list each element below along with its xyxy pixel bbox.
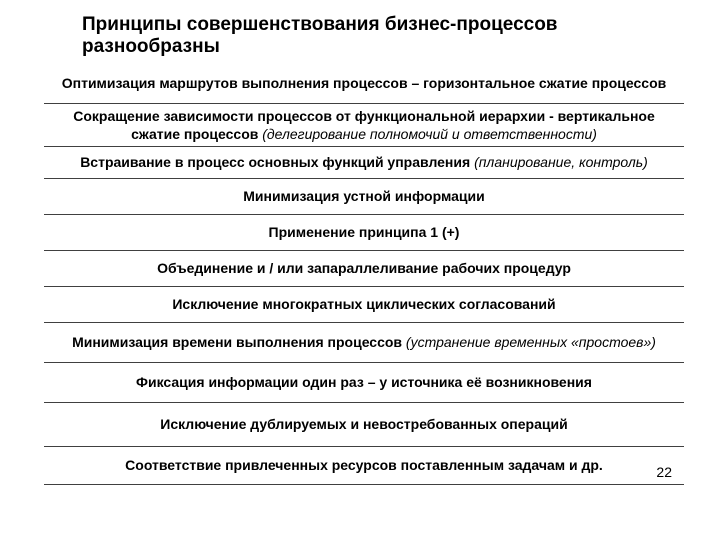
- item-text: Фиксация информации один раз – у источни…: [136, 374, 592, 390]
- list-item: Соответствие привлеченных ресурсов поста…: [44, 447, 684, 485]
- list-item: Применение принципа 1 (+): [44, 215, 684, 251]
- slide-title: Принципы совершенствования бизнес-процес…: [44, 14, 684, 58]
- item-text: Исключение дублируемых и невостребованны…: [160, 416, 567, 432]
- list-item: Оптимизация маршрутов выполнения процесс…: [44, 64, 684, 104]
- principle-list: Оптимизация маршрутов выполнения процесс…: [44, 64, 684, 485]
- item-text: Применение принципа 1 (+): [269, 224, 460, 240]
- list-item: Минимизация устной информации: [44, 179, 684, 215]
- list-item: Сокращение зависимости процессов от функ…: [44, 104, 684, 147]
- slide: Принципы совершенствования бизнес-процес…: [0, 0, 720, 540]
- item-text: Оптимизация маршрутов выполнения процесс…: [62, 75, 666, 91]
- item-note: (делегирование полномочий и ответственно…: [262, 126, 597, 142]
- item-text: Минимизация времени выполнения процессов: [72, 334, 406, 350]
- item-text: Объединение и / или запараллеливание раб…: [157, 260, 571, 276]
- list-item: Объединение и / или запараллеливание раб…: [44, 251, 684, 287]
- item-text: Минимизация устной информации: [243, 188, 485, 204]
- list-item: Минимизация времени выполнения процессов…: [44, 323, 684, 363]
- page-number: 22: [656, 464, 672, 480]
- list-item: Встраивание в процесс основных функций у…: [44, 147, 684, 179]
- item-text: Исключение многократных циклических согл…: [172, 296, 555, 312]
- list-item: Исключение дублируемых и невостребованны…: [44, 403, 684, 447]
- item-text: Встраивание в процесс основных функций у…: [80, 154, 474, 170]
- item-text: Соответствие привлеченных ресурсов поста…: [125, 457, 603, 473]
- list-item: Исключение многократных циклических согл…: [44, 287, 684, 323]
- list-item: Фиксация информации один раз – у источни…: [44, 363, 684, 403]
- item-note: (устранение временных «простоев»): [406, 334, 656, 350]
- item-note: (планирование, контроль): [474, 154, 648, 170]
